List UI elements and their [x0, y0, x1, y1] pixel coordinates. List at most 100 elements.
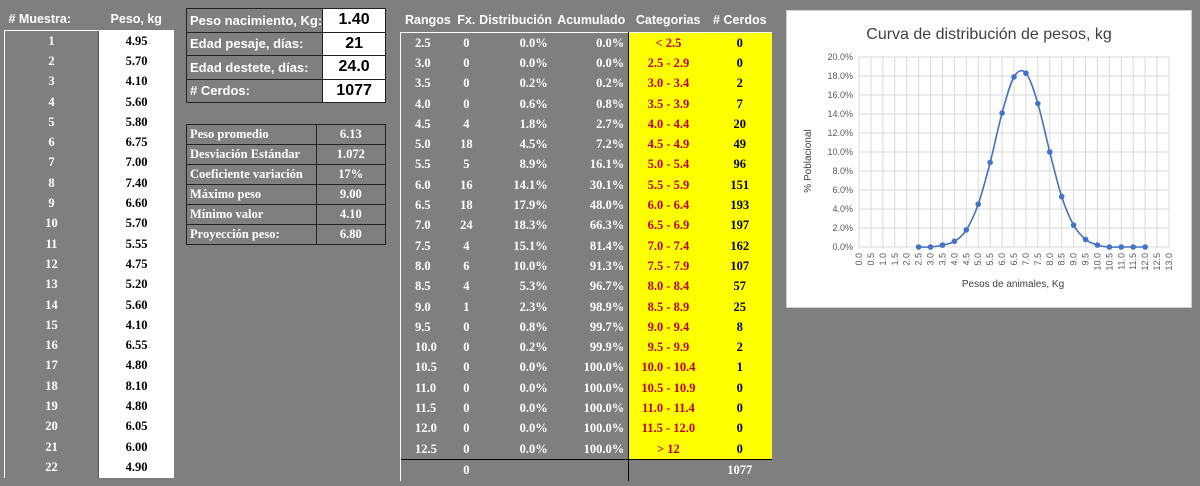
acumulado-header: Acumulado	[557, 13, 626, 27]
table-row: Desviación Estándar 1.072	[186, 144, 387, 165]
peso-input[interactable]: 5.60	[98, 294, 174, 316]
data-point	[1070, 222, 1077, 228]
fx-cell: 0	[463, 400, 470, 415]
table-row: Mínimo valor 4.10	[186, 204, 387, 225]
rangos-header: Rangos	[404, 13, 451, 27]
x-tick-label: 7.5	[1033, 253, 1043, 266]
x-tick-label: 3.5	[937, 253, 947, 266]
table-row: 9 6.60	[4, 193, 174, 214]
table-row: 10.0 0 0.2% 99.9% 9.5 - 9.9 2	[400, 337, 772, 358]
peso-input[interactable]: 5.70	[98, 213, 174, 234]
muestra-number: 18	[4, 376, 99, 397]
categoria-cell: 6.5 - 6.9	[628, 215, 708, 236]
muestra-number: 2	[4, 51, 99, 72]
rango-cell: 5.0	[400, 134, 456, 155]
muestra-number: 6	[4, 132, 99, 153]
cerdos-cell: 8	[707, 317, 772, 338]
y-tick-label: 6.0%	[832, 185, 853, 195]
peso-input[interactable]: 7.00	[98, 152, 174, 174]
peso-input[interactable]: 4.10	[98, 315, 174, 336]
stat-value: 6.80	[315, 224, 387, 245]
y-tick-label: 10.0%	[827, 147, 853, 157]
peso-input[interactable]: 4.10	[98, 71, 174, 92]
y-tick-label: 0.0%	[832, 242, 853, 252]
total-blank	[628, 459, 708, 481]
peso-input[interactable]: 6.75	[98, 132, 174, 153]
param-input[interactable]: 1077	[322, 78, 386, 103]
categoria-cell: 3.0 - 3.4	[628, 73, 708, 94]
table-row: 4.0 0 0.6% 0.8% 3.5 - 3.9 7	[400, 93, 772, 115]
data-point	[1046, 149, 1053, 155]
table-row: 6 6.75	[4, 132, 174, 153]
distribucion-cell: 14.1%	[513, 177, 548, 192]
categoria-cell: 10.0 - 10.4	[628, 357, 708, 379]
peso-input[interactable]: 5.55	[98, 233, 174, 255]
chart-xlabel: Pesos de animales, Kg	[962, 279, 1064, 290]
peso-input[interactable]: 4.80	[98, 355, 174, 377]
peso-input[interactable]: 6.55	[98, 335, 174, 356]
data-point	[963, 227, 970, 233]
x-tick-label: 0.0	[854, 253, 864, 266]
table-row: Peso promedio 6.13	[186, 124, 387, 145]
fx-cell: 4	[463, 279, 470, 294]
param-input[interactable]: 21	[322, 31, 386, 56]
categoria-cell: > 12	[628, 438, 708, 460]
table-row: 7.0 24 18.3% 66.3% 6.5 - 6.9 197	[400, 215, 772, 236]
x-tick-label: 2.5	[914, 253, 924, 266]
stat-label: Desviación Estándar	[186, 144, 317, 165]
rango-cell: 3.0	[400, 53, 456, 74]
stat-label: Peso promedio	[186, 124, 317, 145]
x-tick-label: 10.5	[1104, 253, 1114, 271]
fx-header: Fx.	[457, 13, 476, 27]
peso-header: Peso, kg	[98, 8, 174, 31]
total-cerdos: 1077	[707, 459, 772, 481]
peso-input[interactable]: 5.20	[98, 274, 174, 295]
peso-input[interactable]: 5.60	[98, 91, 174, 113]
param-input[interactable]: 24.0	[322, 55, 386, 80]
x-tick-label: 2.0	[902, 253, 912, 266]
table-row: 2.5 0 0.0% 0.0% < 2.5 0	[400, 32, 772, 54]
acumulado-cell: 100.0%	[553, 398, 630, 419]
rango-cell: 12.5	[400, 438, 456, 460]
table-row: 11.5 0 0.0% 100.0% 11.0 - 11.4 0	[400, 398, 772, 419]
peso-input[interactable]: 4.95	[98, 30, 174, 52]
param-input[interactable]: 1.40	[322, 8, 386, 33]
data-point	[1023, 70, 1029, 76]
peso-input[interactable]: 5.80	[98, 112, 174, 133]
fx-cell: 0	[463, 55, 470, 70]
fx-cell: 0	[463, 340, 470, 355]
cerdos-cell: 193	[707, 195, 772, 216]
distribucion-cell: 0.0%	[519, 421, 548, 436]
cerdos-cell: 7	[707, 93, 772, 115]
peso-input[interactable]: 4.80	[98, 396, 174, 417]
peso-input[interactable]: 6.00	[98, 436, 174, 458]
stat-label: Mínimo valor	[186, 204, 317, 225]
distribution-chart: Curva de distribución de pesos, kg % Pob…	[786, 10, 1192, 308]
cerdos-cell: 107	[707, 256, 772, 277]
x-tick-label: 11.5	[1128, 253, 1138, 270]
x-tick-label: 11.0	[1116, 253, 1126, 270]
distribution-table: Rangos Fx. Distribución Acumulado Catego…	[400, 8, 772, 481]
acumulado-cell: 66.3%	[553, 215, 630, 236]
peso-input[interactable]: 5.70	[98, 51, 174, 72]
muestra-number: 12	[4, 254, 99, 275]
table-row: 13 5.20	[4, 274, 174, 295]
cerdos-cell: 0	[707, 53, 772, 74]
cerdos-cell: 0	[707, 32, 772, 54]
fx-cell: 18	[460, 137, 473, 152]
data-point	[987, 159, 993, 166]
acumulado-cell: 99.9%	[553, 337, 630, 358]
peso-input[interactable]: 4.75	[98, 254, 174, 275]
peso-input[interactable]: 8.10	[98, 376, 174, 397]
peso-input[interactable]: 4.90	[98, 457, 174, 478]
peso-input[interactable]: 6.05	[98, 416, 174, 437]
peso-input[interactable]: 7.40	[98, 173, 174, 194]
distribucion-cell: 0.0%	[519, 400, 548, 415]
stat-label: Proyección peso:	[186, 224, 317, 245]
acumulado-cell: 100.0%	[553, 438, 630, 460]
y-tick-label: 4.0%	[832, 204, 853, 214]
table-row: Máximo peso 9.00	[186, 184, 387, 205]
peso-input[interactable]: 6.60	[98, 193, 174, 214]
y-tick-label: 8.0%	[832, 166, 853, 176]
categoria-cell: 6.0 - 6.4	[628, 195, 708, 216]
